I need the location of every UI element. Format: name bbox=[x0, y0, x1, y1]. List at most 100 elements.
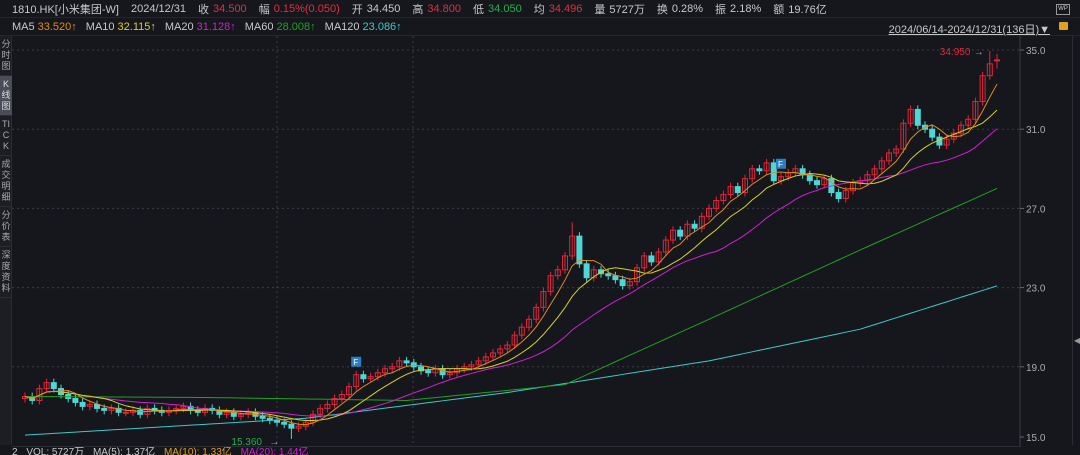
low-label: 低 bbox=[473, 3, 485, 16]
right-scroll-strip[interactable] bbox=[1072, 36, 1080, 445]
candle bbox=[50, 378, 57, 393]
candle bbox=[662, 236, 669, 256]
candle-body bbox=[821, 178, 828, 186]
ma-legend: MA5 33.520↑ MA10 32.115↑ MA20 31.128↑ MA60 28.0… bbox=[0, 18, 1080, 36]
volume-ma5: MA(5): 1.37亿 bbox=[92, 447, 156, 455]
candle-body bbox=[605, 273, 612, 277]
candle-body bbox=[360, 374, 367, 380]
candle bbox=[310, 410, 316, 427]
candle-body bbox=[878, 160, 885, 170]
candle bbox=[187, 402, 194, 415]
ma-legend-ma5: MA5 33.520↑ bbox=[12, 21, 77, 33]
candle-body bbox=[662, 239, 669, 253]
ma-value: 33.520↑ bbox=[37, 20, 77, 33]
candle-body bbox=[698, 215, 705, 229]
candle-body bbox=[619, 279, 626, 287]
candle-body bbox=[706, 207, 712, 217]
candle bbox=[713, 196, 720, 213]
candle bbox=[799, 164, 806, 179]
candle-body bbox=[367, 376, 374, 380]
candle bbox=[691, 220, 698, 233]
candle-body bbox=[490, 352, 496, 358]
candle-body bbox=[979, 75, 986, 102]
candle bbox=[763, 158, 770, 175]
wp-icon[interactable]: WP bbox=[1056, 4, 1070, 15]
sidebar-tab-2[interactable]: TICK bbox=[0, 116, 12, 156]
candlestick-chart[interactable]: 35.031.027.023.019.015.034.950 →15.360 →FF bbox=[12, 36, 1072, 446]
candle-body bbox=[986, 63, 993, 77]
candle-body bbox=[972, 100, 979, 120]
f-marker-label: F bbox=[778, 160, 783, 169]
amplitude-label: 振 bbox=[715, 3, 727, 16]
candle-body bbox=[338, 394, 345, 399]
change-value: 0.15%(0.050) bbox=[273, 2, 340, 15]
candle bbox=[634, 263, 640, 286]
f-marker-icon[interactable] bbox=[351, 356, 362, 367]
candle-body bbox=[122, 411, 129, 414]
candle-body bbox=[691, 223, 698, 229]
f-marker-icon[interactable] bbox=[776, 158, 786, 169]
candle bbox=[900, 119, 907, 153]
candle-body bbox=[389, 366, 396, 370]
candle bbox=[418, 362, 424, 375]
candle bbox=[641, 251, 648, 272]
candle bbox=[979, 71, 986, 106]
candle bbox=[958, 121, 964, 138]
arrow-right-icon: → bbox=[269, 437, 279, 446]
candle bbox=[324, 400, 331, 413]
lock-icon[interactable] bbox=[1059, 22, 1068, 30]
candle bbox=[972, 97, 979, 124]
amplitude-value: 2.18% bbox=[730, 2, 762, 15]
candle-body bbox=[590, 269, 597, 279]
sidebar-tab-3[interactable]: 成交明细 bbox=[0, 156, 12, 207]
quote-header: 1810.HK[小米集团-W] 2024/12/31 收 34.500 幅 0.15… bbox=[0, 0, 1080, 18]
candle-body bbox=[518, 326, 525, 336]
volume-value: VOL: 5727万 bbox=[26, 447, 85, 455]
candle bbox=[864, 170, 871, 185]
change-label: 幅 bbox=[258, 3, 270, 16]
candle-body bbox=[835, 192, 842, 199]
candle bbox=[338, 390, 345, 403]
candle bbox=[540, 287, 547, 312]
candle bbox=[749, 164, 756, 183]
ma-legend-ma60: MA60 28.008↑ bbox=[245, 21, 316, 33]
candle-body bbox=[907, 108, 914, 124]
candle bbox=[857, 176, 864, 187]
candle bbox=[605, 269, 612, 280]
expand-arrow-icon[interactable]: ◀ bbox=[1074, 336, 1080, 345]
sidebar-tab-4[interactable]: 分价表 bbox=[0, 207, 12, 247]
sidebar-tab-1[interactable]: K线图 bbox=[0, 76, 12, 116]
candle-body bbox=[425, 370, 432, 374]
candle bbox=[792, 164, 799, 177]
candle-body bbox=[720, 194, 727, 201]
candle-body bbox=[137, 409, 144, 415]
candle bbox=[806, 170, 813, 185]
candle bbox=[230, 408, 237, 421]
candle bbox=[850, 178, 856, 195]
candle bbox=[115, 404, 122, 417]
candle bbox=[504, 341, 511, 353]
candle bbox=[814, 176, 820, 189]
candle-body bbox=[626, 281, 633, 287]
sidebar-tab-5[interactable]: 深度资料 bbox=[0, 247, 12, 298]
candle-body bbox=[893, 148, 900, 154]
candle bbox=[698, 212, 705, 233]
candle bbox=[986, 50, 993, 80]
sidebar-tab-0[interactable]: 分时图 bbox=[0, 36, 12, 76]
sidebar-tabs: 分时图 K线图 TICK 成交明细 分价表 深度资料 bbox=[0, 36, 12, 445]
candle bbox=[670, 226, 676, 245]
candle bbox=[461, 362, 468, 373]
candle-body bbox=[50, 382, 57, 390]
close-label: 收 bbox=[198, 3, 210, 16]
candle-body bbox=[79, 401, 86, 407]
date-range-selector[interactable]: 2024/06/14-2024/12/31(136日)▼ bbox=[888, 24, 1050, 36]
candle-body bbox=[101, 407, 108, 411]
candle-body bbox=[324, 403, 331, 409]
ma-value: 28.008↑ bbox=[276, 20, 316, 33]
low-value: 34.050 bbox=[488, 2, 522, 15]
ma-value: 23.086↑ bbox=[362, 20, 402, 33]
amount-value: 19.76亿 bbox=[788, 3, 827, 16]
candle-body bbox=[641, 255, 648, 269]
candle bbox=[389, 362, 396, 373]
f-marker-label: F bbox=[353, 358, 358, 367]
